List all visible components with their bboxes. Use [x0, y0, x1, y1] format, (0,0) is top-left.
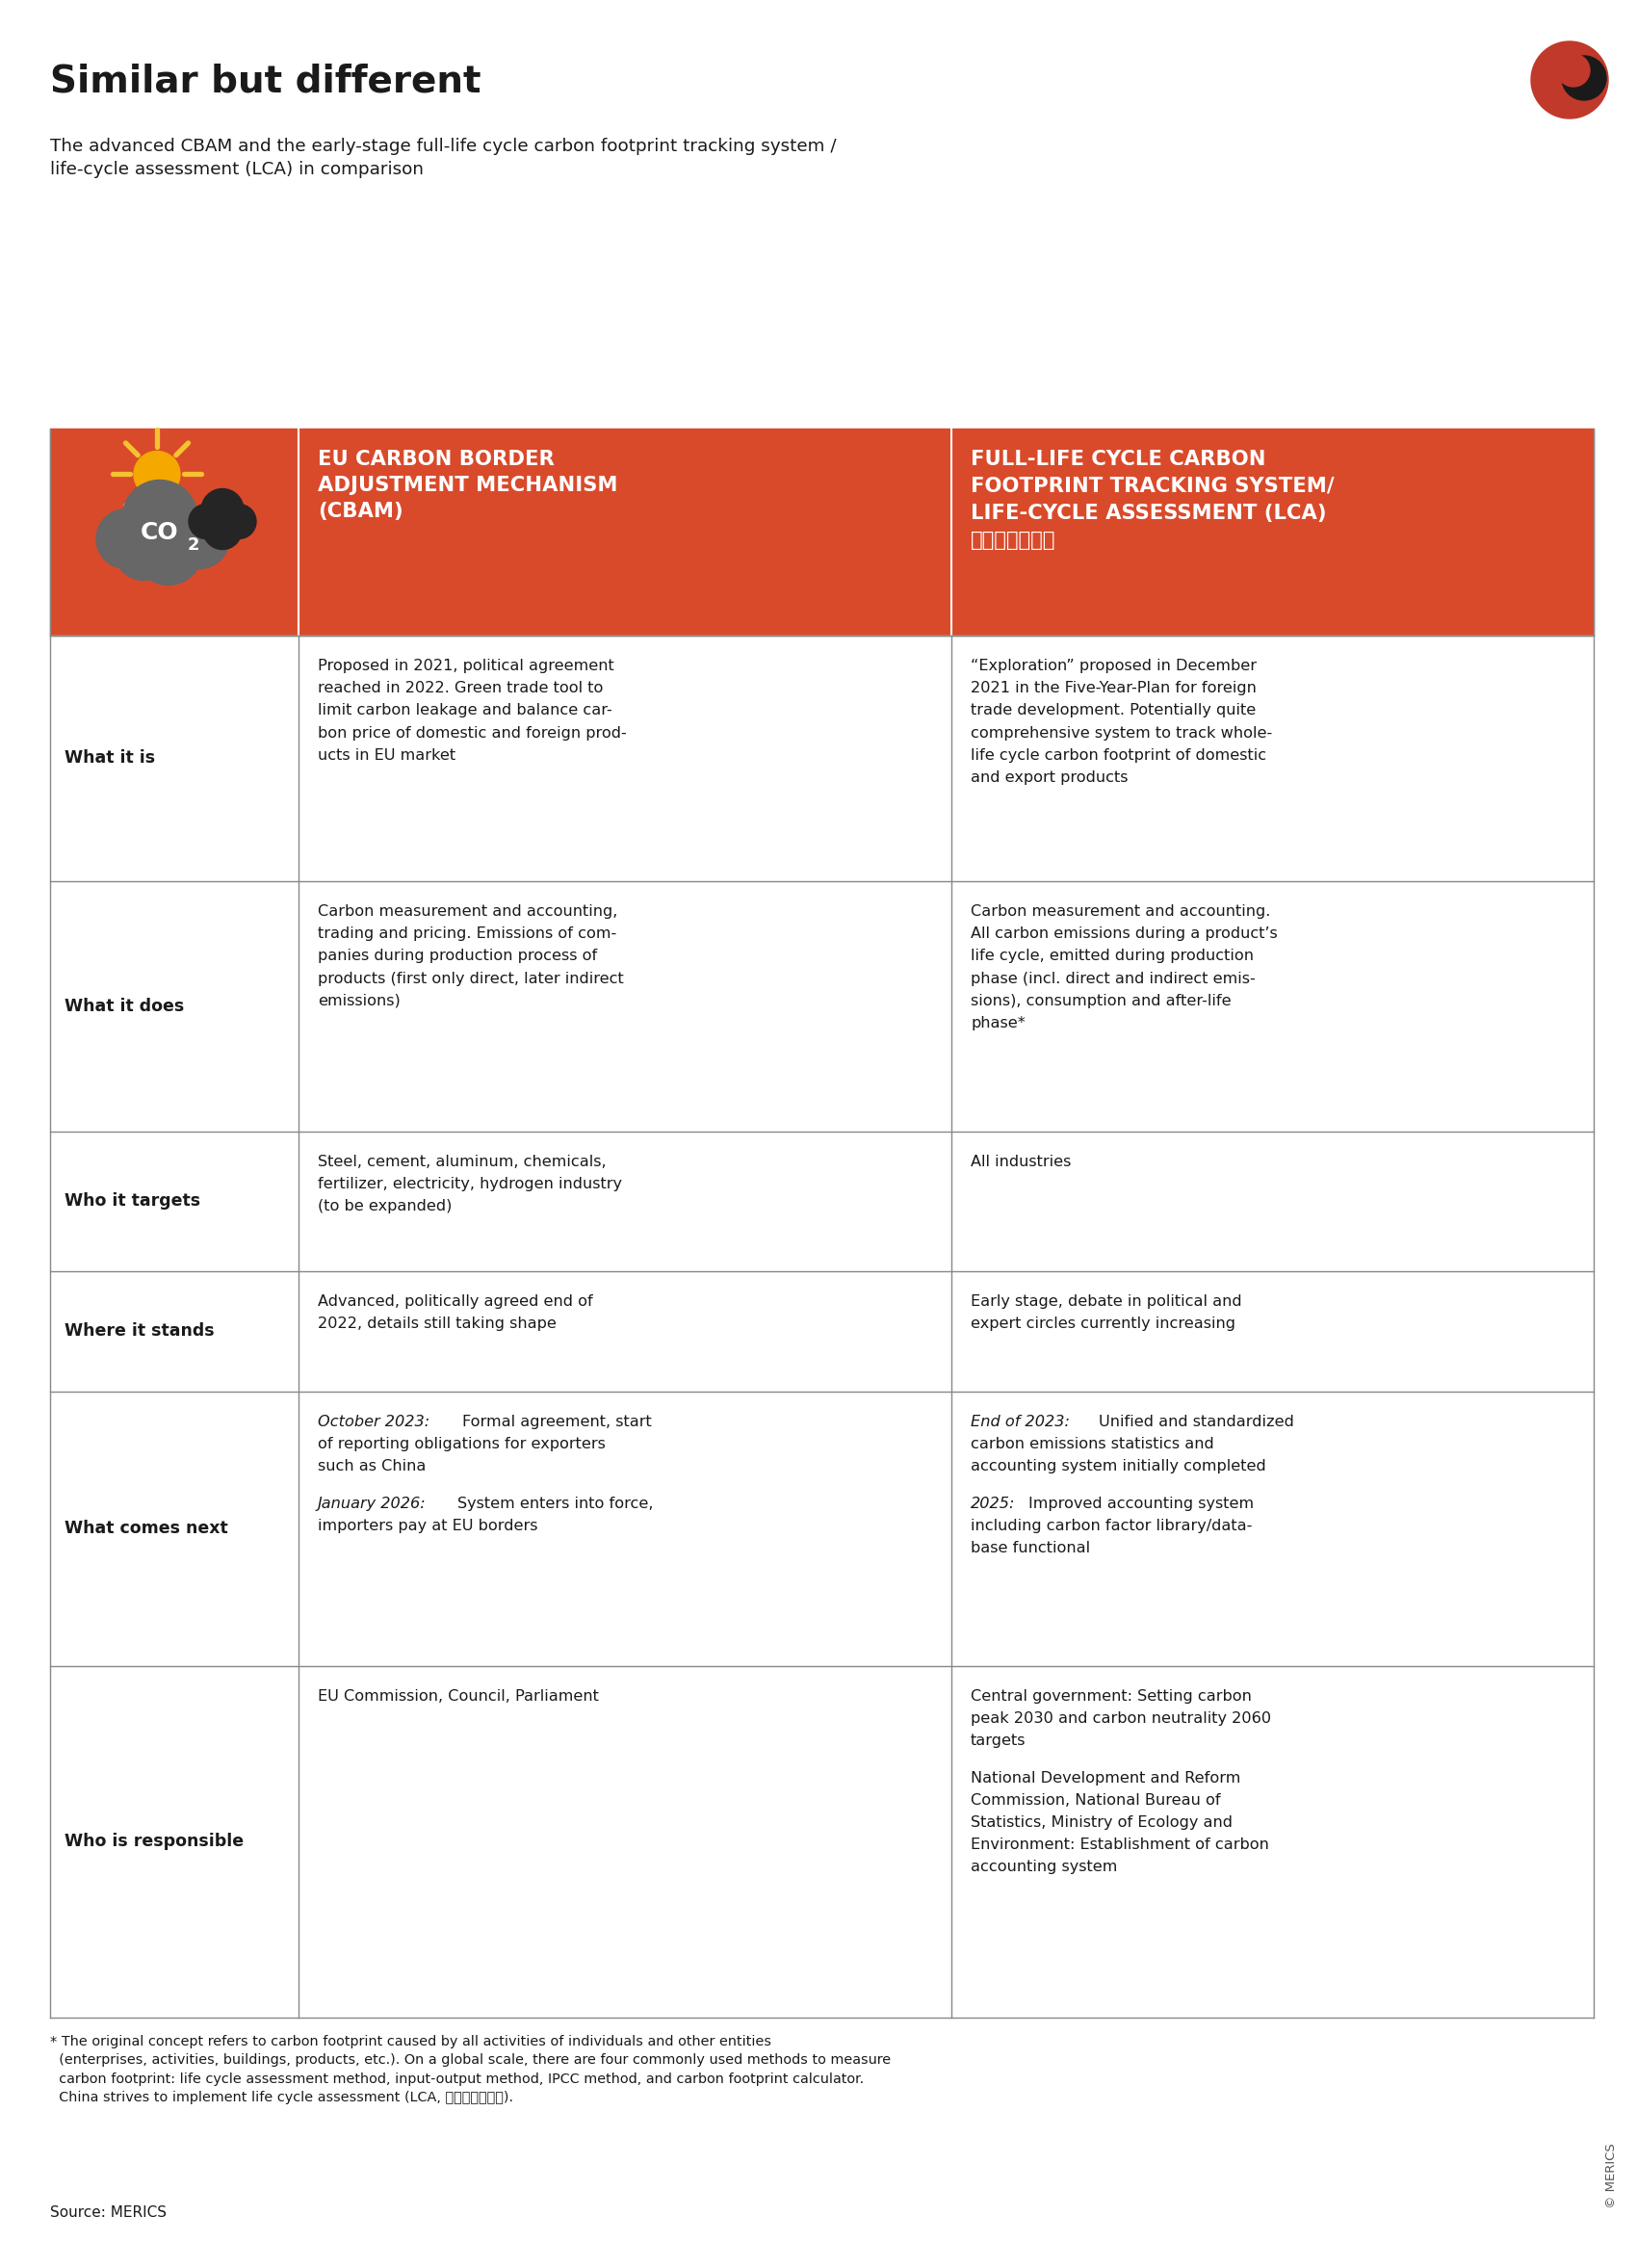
Text: targets: targets [971, 1735, 1026, 1749]
Text: End of 2023:: End of 2023: [971, 1415, 1069, 1429]
Text: Statistics, Ministry of Ecology and: Statistics, Ministry of Ecology and [971, 1814, 1233, 1830]
Text: (to be expanded): (to be expanded) [318, 1200, 452, 1213]
Circle shape [221, 503, 255, 540]
Text: What comes next: What comes next [64, 1520, 228, 1538]
Text: 2: 2 [188, 538, 200, 553]
Text: CO: CO [141, 522, 178, 544]
Text: EU CARBON BORDER
ADJUSTMENT MECHANISM
(CBAM): EU CARBON BORDER ADJUSTMENT MECHANISM (C… [318, 449, 617, 522]
Text: bon price of domestic and foreign prod-: bon price of domestic and foreign prod- [318, 726, 627, 739]
Circle shape [123, 481, 198, 556]
Text: Proposed in 2021, political agreement: Proposed in 2021, political agreement [318, 658, 614, 674]
Text: ucts in EU market: ucts in EU market [318, 748, 455, 762]
Bar [51, 1132, 1594, 1272]
Circle shape [203, 510, 242, 549]
Text: reached in 2022. Green trade tool to: reached in 2022. Green trade tool to [318, 680, 602, 696]
Text: © MERICS: © MERICS [1606, 2143, 1617, 2209]
Text: System enters into force,: System enters into force, [458, 1497, 653, 1510]
Circle shape [1562, 57, 1606, 100]
Bar [51, 1667, 1594, 2019]
Text: Where it stands: Where it stands [64, 1322, 214, 1340]
Text: Formal agreement, start: Formal agreement, start [462, 1415, 652, 1429]
Text: 2022, details still taking shape: 2022, details still taking shape [318, 1318, 557, 1331]
Text: importers pay at EU borders: importers pay at EU borders [318, 1520, 539, 1533]
Text: trading and pricing. Emissions of com-: trading and pricing. Emissions of com- [318, 928, 617, 941]
Text: limit carbon leakage and balance car-: limit carbon leakage and balance car- [318, 703, 612, 719]
Text: Who it targets: Who it targets [64, 1193, 200, 1211]
Text: phase (incl. direct and indirect emis-: phase (incl. direct and indirect emis- [971, 971, 1256, 987]
Text: 2021 in the Five-Year-Plan for foreign: 2021 in the Five-Year-Plan for foreign [971, 680, 1257, 696]
Text: of reporting obligations for exporters: of reporting obligations for exporters [318, 1438, 606, 1452]
Bar [51, 635, 1594, 882]
Circle shape [115, 522, 172, 581]
Text: panies during production process of: panies during production process of [318, 948, 598, 964]
Text: Commission, National Bureau of: Commission, National Bureau of [971, 1794, 1221, 1808]
Text: Central government: Setting carbon: Central government: Setting carbon [971, 1690, 1252, 1703]
Text: Advanced, politically agreed end of: Advanced, politically agreed end of [318, 1295, 593, 1309]
Text: including carbon factor library/data-: including carbon factor library/data- [971, 1520, 1252, 1533]
Text: phase*: phase* [971, 1016, 1025, 1030]
Circle shape [170, 508, 229, 569]
Text: Similar but different: Similar but different [51, 64, 481, 100]
Text: October 2023:: October 2023: [318, 1415, 429, 1429]
Text: All carbon emissions during a product’s: All carbon emissions during a product’s [971, 928, 1277, 941]
Text: carbon emissions statistics and: carbon emissions statistics and [971, 1438, 1215, 1452]
Text: expert circles currently increasing: expert circles currently increasing [971, 1318, 1236, 1331]
Bar [51, 882, 1594, 1132]
Bar [51, 429, 1594, 635]
Text: and export products: and export products [971, 771, 1128, 785]
Text: fertilizer, electricity, hydrogen industry: fertilizer, electricity, hydrogen indust… [318, 1177, 622, 1191]
Text: What it is: What it is [64, 751, 156, 767]
Text: life cycle, emitted during production: life cycle, emitted during production [971, 948, 1254, 964]
Circle shape [1531, 41, 1608, 118]
Bar [51, 1393, 1594, 1667]
Text: Unified and standardized: Unified and standardized [1098, 1415, 1293, 1429]
Text: peak 2030 and carbon neutrality 2060: peak 2030 and carbon neutrality 2060 [971, 1712, 1272, 1726]
Text: base functional: base functional [971, 1540, 1090, 1556]
Bar [51, 1272, 1594, 1393]
Circle shape [1557, 54, 1590, 86]
Text: accounting system initially completed: accounting system initially completed [971, 1458, 1265, 1474]
Text: * The original concept refers to carbon footprint caused by all activities of in: * The original concept refers to carbon … [51, 2034, 891, 2105]
Text: emissions): emissions) [318, 993, 401, 1009]
Text: accounting system: accounting system [971, 1860, 1118, 1876]
Text: What it does: What it does [64, 998, 183, 1016]
Text: “Exploration” proposed in December: “Exploration” proposed in December [971, 658, 1257, 674]
Text: EU Commission, Council, Parliament: EU Commission, Council, Parliament [318, 1690, 599, 1703]
Text: Who is responsible: Who is responsible [64, 1833, 244, 1851]
Circle shape [201, 488, 244, 531]
Text: Source: MERICS: Source: MERICS [51, 2204, 167, 2220]
Text: January 2026:: January 2026: [318, 1497, 426, 1510]
Text: products (first only direct, later indirect: products (first only direct, later indir… [318, 971, 624, 987]
Text: All industries: All industries [971, 1154, 1071, 1168]
Circle shape [188, 503, 223, 540]
Text: Environment: Establishment of carbon: Environment: Establishment of carbon [971, 1837, 1269, 1853]
Text: Early stage, debate in political and: Early stage, debate in political and [971, 1295, 1242, 1309]
Circle shape [134, 451, 180, 497]
Text: life cycle carbon footprint of domestic: life cycle carbon footprint of domestic [971, 748, 1267, 762]
Text: Carbon measurement and accounting.: Carbon measurement and accounting. [971, 905, 1270, 919]
Text: sions), consumption and after-life: sions), consumption and after-life [971, 993, 1231, 1009]
Text: 2025:: 2025: [971, 1497, 1015, 1510]
Circle shape [134, 517, 203, 585]
Text: Carbon measurement and accounting,: Carbon measurement and accounting, [318, 905, 617, 919]
Text: comprehensive system to track whole-: comprehensive system to track whole- [971, 726, 1272, 739]
Text: such as China: such as China [318, 1458, 426, 1474]
Text: National Development and Reform: National Development and Reform [971, 1771, 1241, 1785]
Text: The advanced CBAM and the early-stage full-life cycle carbon footprint tracking : The advanced CBAM and the early-stage fu… [51, 138, 837, 179]
Text: trade development. Potentially quite: trade development. Potentially quite [971, 703, 1256, 719]
Text: Steel, cement, aluminum, chemicals,: Steel, cement, aluminum, chemicals, [318, 1154, 606, 1168]
Text: FULL-LIFE CYCLE CARBON
FOOTPRINT TRACKING SYSTEM/
LIFE-CYCLE ASSESSMENT (LCA)
全生: FULL-LIFE CYCLE CARBON FOOTPRINT TRACKIN… [971, 449, 1334, 549]
Circle shape [97, 508, 156, 569]
Text: Improved accounting system: Improved accounting system [1028, 1497, 1254, 1510]
